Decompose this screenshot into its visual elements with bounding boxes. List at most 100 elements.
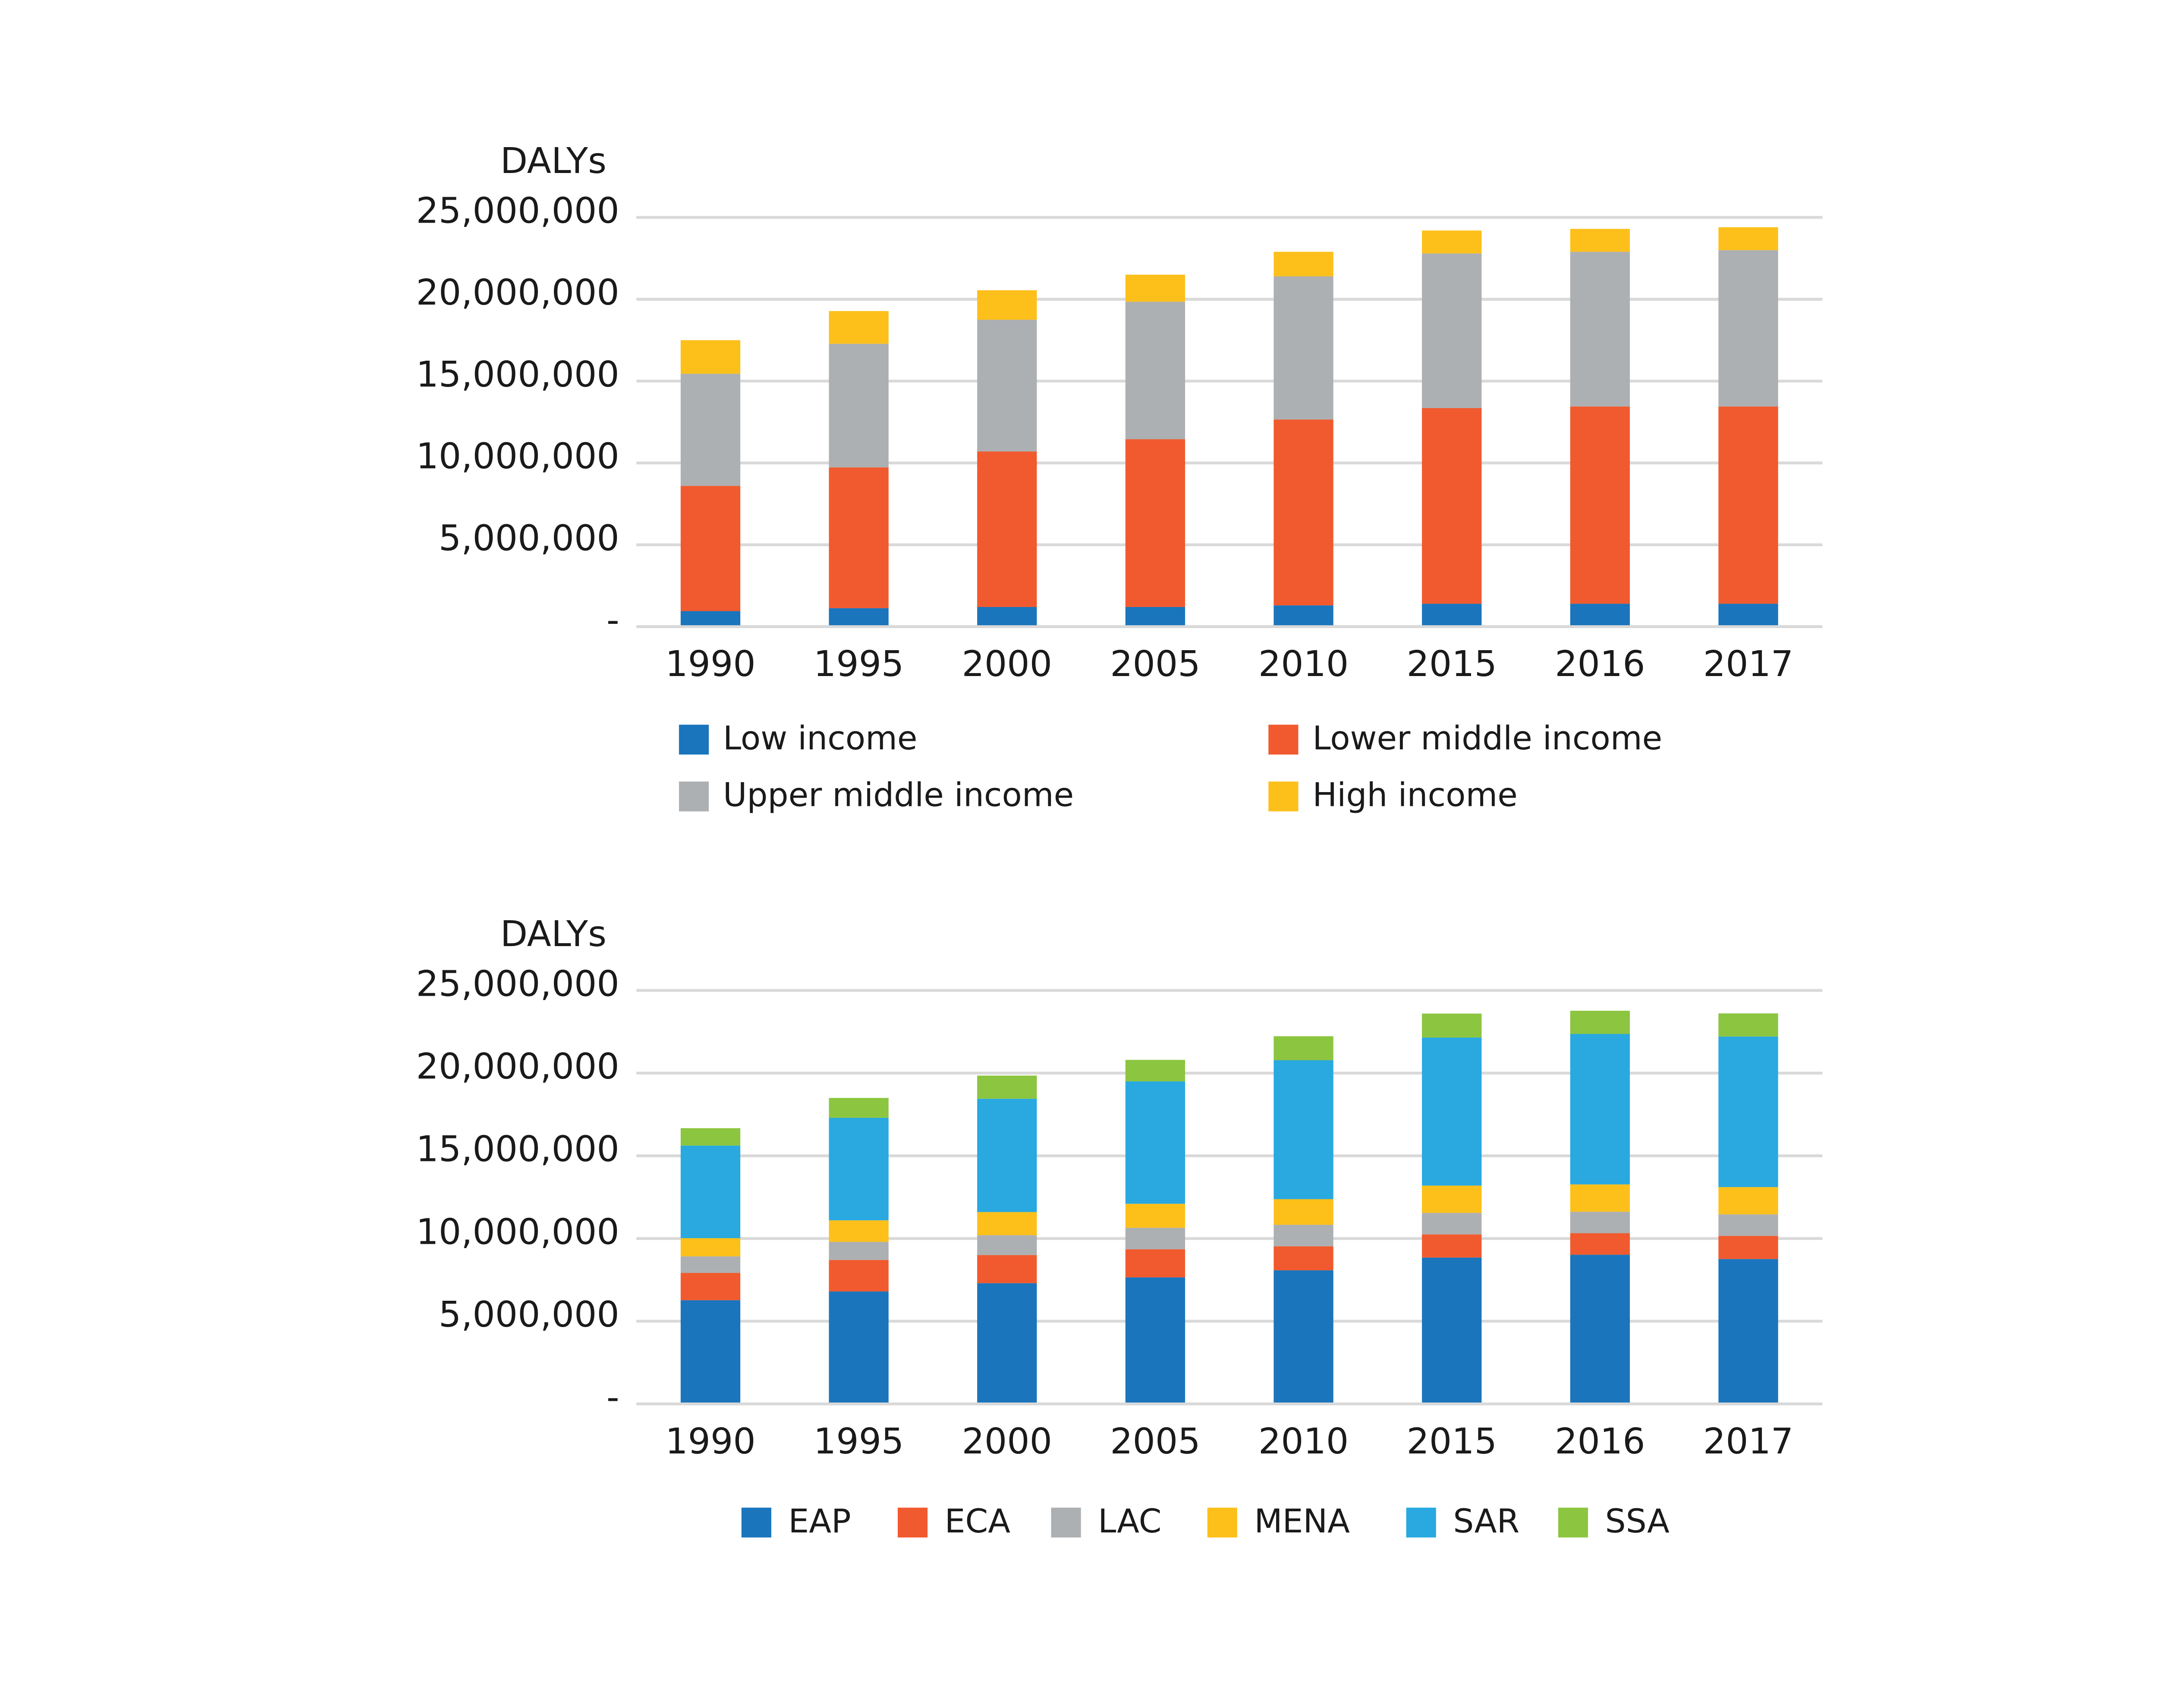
- bar-segment: [1718, 1036, 1778, 1187]
- legend-label: LAC: [1098, 1502, 1161, 1540]
- bar-segment: [1718, 406, 1778, 604]
- bar-segment: [1273, 1060, 1333, 1199]
- bar-segment: [1273, 1270, 1333, 1404]
- bar-segment: [680, 374, 741, 486]
- bar-segment: [680, 1300, 741, 1404]
- y-tick-label: 10,000,000: [416, 436, 619, 477]
- legend-label: High income: [1312, 776, 1517, 814]
- bar-segment: [977, 607, 1037, 627]
- bar-segment: [1125, 1204, 1185, 1228]
- bar-segment: [1422, 1234, 1482, 1258]
- legend-label: Low income: [723, 719, 918, 757]
- legend-swatch: [1051, 1507, 1081, 1538]
- bar-segment: [829, 1242, 889, 1260]
- x-tick-label: 2010: [1258, 1421, 1349, 1462]
- bar-segment: [1718, 604, 1778, 627]
- x-tick-label: 1990: [665, 1421, 755, 1462]
- bar-segment: [680, 1256, 741, 1273]
- bar-segment: [829, 467, 889, 608]
- y-tick-label: 5,000,000: [439, 518, 619, 559]
- legend-label: EAP: [788, 1502, 851, 1540]
- x-tick-label: 2015: [1407, 1421, 1497, 1462]
- bar-segment: [829, 1220, 889, 1242]
- bar-segment: [1422, 253, 1482, 408]
- bar-segment: [977, 1212, 1037, 1236]
- bar-segment: [1125, 439, 1185, 607]
- bar-segment: [1422, 1257, 1482, 1404]
- legend-label: Upper middle income: [723, 776, 1074, 814]
- bar-segment: [1273, 1199, 1333, 1225]
- y-tick-label: 20,000,000: [416, 1046, 619, 1087]
- bar-segment: [1125, 1277, 1185, 1404]
- x-tick-label: 2017: [1703, 1421, 1793, 1462]
- bar-segment: [977, 1235, 1037, 1255]
- bar-segment: [1273, 252, 1333, 277]
- bar-segment: [1273, 1246, 1333, 1271]
- y-tick-label: 20,000,000: [416, 272, 619, 313]
- bar-segment: [977, 1255, 1037, 1283]
- bar-segment: [1125, 1249, 1185, 1277]
- y-tick-label: 5,000,000: [439, 1294, 619, 1335]
- bar-segment: [1570, 1211, 1630, 1233]
- bar-segment: [1125, 607, 1185, 627]
- legend-label: SAR: [1453, 1502, 1519, 1540]
- bar-segment: [1570, 1233, 1630, 1255]
- bar-segment: [1570, 229, 1630, 252]
- bar-segment: [1718, 250, 1778, 407]
- y-axis-title: DALYs: [500, 914, 607, 955]
- y-tick-label: 25,000,000: [416, 190, 619, 231]
- x-tick-label: 2016: [1555, 1421, 1645, 1462]
- bar-segment: [1718, 1259, 1778, 1404]
- bar-segment: [977, 451, 1037, 607]
- legend-swatch: [1406, 1507, 1436, 1538]
- bar-segment: [1718, 1236, 1778, 1259]
- bar-segment: [829, 1260, 889, 1292]
- x-tick-label: 2010: [1258, 644, 1349, 685]
- legend-swatch: [1268, 781, 1299, 812]
- y-tick-label: -: [607, 600, 619, 641]
- y-tick-label: 15,000,000: [416, 354, 619, 395]
- bar-segment: [1570, 1034, 1630, 1185]
- x-tick-label: 2017: [1703, 644, 1793, 685]
- x-tick-label: 1995: [814, 1421, 904, 1462]
- bar-segment: [680, 340, 741, 374]
- legend-label: Lower middle income: [1312, 719, 1662, 757]
- bar-segment: [1570, 406, 1630, 604]
- bar-segment: [1125, 1081, 1185, 1204]
- legend-swatch: [741, 1507, 771, 1538]
- legend-swatch: [679, 724, 709, 755]
- bar-segment: [1125, 1227, 1185, 1249]
- bar-segment: [1570, 604, 1630, 627]
- y-tick-label: 15,000,000: [416, 1129, 619, 1170]
- legend-swatch: [679, 781, 709, 812]
- bar-segment: [1422, 1013, 1482, 1038]
- bar-segment: [680, 1273, 741, 1300]
- legend-label: MENA: [1254, 1502, 1350, 1540]
- bar-segment: [680, 1238, 741, 1257]
- x-tick-label: 2000: [962, 1421, 1052, 1462]
- x-tick-label: 2005: [1110, 1421, 1200, 1462]
- legend-label: ECA: [945, 1502, 1011, 1540]
- bar-segment: [1273, 1224, 1333, 1246]
- y-tick-label: -: [607, 1377, 619, 1418]
- bar-segment: [977, 320, 1037, 452]
- x-tick-label: 2015: [1407, 644, 1497, 685]
- bar-segment: [1422, 408, 1482, 604]
- bar-segment: [1718, 1214, 1778, 1236]
- legend-swatch: [1207, 1507, 1237, 1538]
- x-tick-label: 2005: [1110, 644, 1200, 685]
- bar-segment: [680, 1128, 741, 1146]
- x-tick-label: 1990: [665, 644, 755, 685]
- bar-segment: [1422, 1186, 1482, 1213]
- x-tick-label: 2016: [1555, 644, 1645, 685]
- bar-segment: [829, 343, 889, 468]
- bar-segment: [829, 311, 889, 344]
- bar-segment: [977, 1283, 1037, 1404]
- bar-segment: [1273, 1036, 1333, 1060]
- bar-segment: [1570, 252, 1630, 407]
- legend-swatch: [897, 1507, 928, 1538]
- bar-segment: [680, 611, 741, 627]
- y-tick-label: 10,000,000: [416, 1211, 619, 1252]
